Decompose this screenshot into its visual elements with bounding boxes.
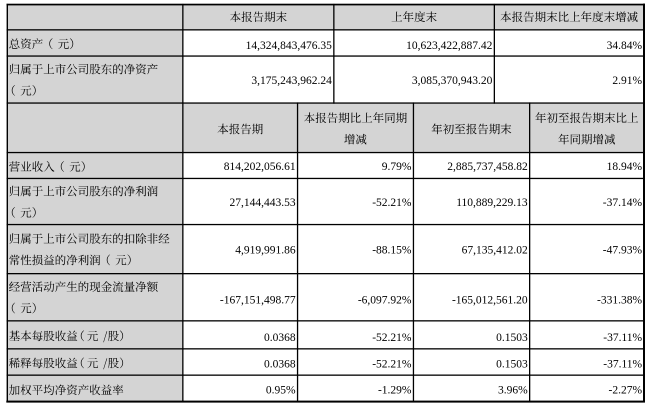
svg-text:-167,151,498.77: -167,151,498.77 — [220, 295, 296, 307]
svg-text:-165,012,561.20: -165,012,561.20 — [452, 295, 528, 307]
svg-text:-37.11%: -37.11% — [603, 332, 642, 344]
svg-text:9.79%: 9.79% — [382, 161, 412, 173]
svg-text:3.96%: 3.96% — [498, 385, 528, 397]
svg-text:-6,097.92%: -6,097.92% — [358, 295, 412, 307]
svg-text:-47.93%: -47.93% — [603, 245, 643, 257]
svg-text:2,885,737,458.82: 2,885,737,458.82 — [447, 161, 528, 173]
svg-text:-88.15%: -88.15% — [372, 245, 412, 257]
svg-text:0.0368: 0.0368 — [264, 358, 296, 370]
svg-text:10,623,422,887.42: 10,623,422,887.42 — [406, 40, 493, 52]
svg-text:-331.38%: -331.38% — [597, 295, 642, 307]
svg-text:-2.27%: -2.27% — [609, 385, 643, 397]
svg-text:0.95%: 0.95% — [266, 385, 296, 397]
svg-text:3,175,243,962.24: 3,175,243,962.24 — [251, 75, 332, 87]
svg-text:2.91%: 2.91% — [612, 75, 642, 87]
svg-text:-37.14%: -37.14% — [603, 197, 643, 209]
svg-text:18.94%: 18.94% — [607, 161, 643, 173]
svg-text:0.0368: 0.0368 — [264, 332, 296, 344]
svg-text:67,135,412.02: 67,135,412.02 — [462, 245, 528, 257]
svg-text:3,085,370,943.20: 3,085,370,943.20 — [412, 75, 493, 87]
svg-text:-1.29%: -1.29% — [378, 385, 412, 397]
svg-text:34.84%: 34.84% — [607, 40, 643, 52]
svg-text:0.1503: 0.1503 — [496, 332, 528, 344]
svg-text:14,324,843,476.35: 14,324,843,476.35 — [246, 40, 333, 52]
svg-text:-52.21%: -52.21% — [372, 358, 412, 370]
svg-text:27,144,443.53: 27,144,443.53 — [229, 197, 295, 209]
svg-text:-52.21%: -52.21% — [372, 332, 412, 344]
svg-text:-37.11%: -37.11% — [603, 358, 642, 370]
svg-text:4,919,991.86: 4,919,991.86 — [235, 245, 296, 257]
svg-text:110,889,229.13: 110,889,229.13 — [456, 197, 528, 209]
svg-text:0.1503: 0.1503 — [496, 358, 528, 370]
svg-text:-52.21%: -52.21% — [372, 197, 412, 209]
svg-text:814,202,056.61: 814,202,056.61 — [224, 161, 296, 173]
